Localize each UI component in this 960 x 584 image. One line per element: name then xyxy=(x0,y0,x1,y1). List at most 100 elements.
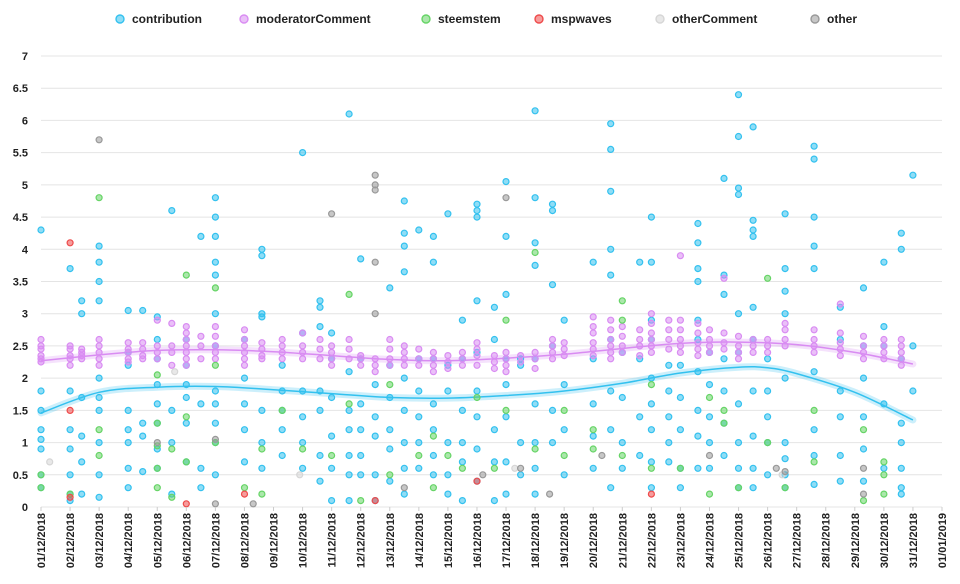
point-contribution xyxy=(749,387,757,395)
point-contribution xyxy=(734,132,743,141)
point-moderatorComment xyxy=(211,323,219,331)
point-moderatorComment xyxy=(139,355,147,363)
point-contribution xyxy=(386,284,394,292)
point-moderatorComment xyxy=(897,342,905,350)
point-steemstem xyxy=(444,451,452,460)
point-moderatorComment xyxy=(299,329,307,337)
point-contribution xyxy=(95,406,103,414)
point-moderatorComment xyxy=(386,361,394,369)
point-contribution xyxy=(316,303,324,311)
point-contribution xyxy=(328,464,336,472)
point-contribution xyxy=(734,91,743,99)
point-contribution xyxy=(357,471,365,479)
point-moderatorComment xyxy=(810,342,818,350)
point-other xyxy=(211,435,219,443)
point-moderatorComment xyxy=(589,352,597,360)
point-contribution xyxy=(647,400,656,408)
point-moderatorComment xyxy=(560,352,568,360)
point-contribution xyxy=(763,471,772,479)
point-contribution xyxy=(357,426,365,434)
point-mspwaves xyxy=(371,497,379,505)
point-contribution xyxy=(694,406,702,414)
point-contribution xyxy=(78,432,86,440)
legend-item-steemstem[interactable]: steemstem xyxy=(421,12,501,26)
point-contribution xyxy=(211,471,219,479)
legend-item-moderatorComment[interactable]: moderatorComment xyxy=(239,12,371,26)
point-contribution xyxy=(258,313,266,321)
point-contribution xyxy=(705,381,714,389)
point-moderatorComment xyxy=(548,348,557,356)
point-moderatorComment xyxy=(589,339,597,347)
point-moderatorComment xyxy=(607,342,615,350)
point-contribution xyxy=(278,451,286,460)
point-other xyxy=(371,258,379,266)
point-steemstem xyxy=(618,316,626,324)
point-steemstem xyxy=(153,419,161,427)
y-tick-label: 1.5 xyxy=(13,405,28,417)
point-contribution xyxy=(618,464,626,472)
point-moderatorComment xyxy=(516,358,525,366)
point-steemstem xyxy=(781,484,789,492)
point-contribution xyxy=(124,306,132,315)
y-tick-label: 2.5 xyxy=(13,341,28,353)
x-tick-label: 09/12/2018 xyxy=(269,513,281,568)
point-contribution xyxy=(182,393,190,402)
point-moderatorComment xyxy=(880,342,888,350)
point-steemstem xyxy=(415,451,423,460)
point-steemstem xyxy=(258,445,266,453)
point-moderatorComment xyxy=(647,342,656,350)
point-contribution xyxy=(153,400,161,408)
point-moderatorComment xyxy=(859,332,868,340)
point-other xyxy=(400,484,408,492)
point-other xyxy=(371,310,379,318)
x-tick-label: 07/12/2018 xyxy=(210,513,222,568)
point-moderatorComment xyxy=(531,355,539,363)
point-contribution xyxy=(490,335,498,344)
point-contribution xyxy=(810,265,818,273)
point-contribution xyxy=(636,413,644,421)
legend-item-mspwaves[interactable]: mspwaves xyxy=(534,12,612,26)
point-steemstem xyxy=(429,484,437,492)
point-contribution xyxy=(345,368,353,376)
point-moderatorComment xyxy=(299,348,307,356)
legend-item-other[interactable]: other xyxy=(810,12,857,26)
point-contribution xyxy=(197,232,205,240)
point-moderatorComment xyxy=(705,326,714,334)
point-contribution xyxy=(897,484,905,492)
x-tick-label: 28/12/2018 xyxy=(821,513,833,568)
point-contribution xyxy=(665,439,673,447)
point-moderatorComment xyxy=(37,358,45,366)
point-contribution xyxy=(897,419,905,427)
point-moderatorComment xyxy=(168,348,176,356)
point-contribution xyxy=(636,258,644,266)
point-steemstem xyxy=(859,426,868,434)
point-contribution xyxy=(516,471,525,479)
legend-item-otherComment[interactable]: otherComment xyxy=(655,12,757,26)
point-contribution xyxy=(444,439,452,447)
point-contribution xyxy=(316,323,324,331)
point-moderatorComment xyxy=(240,361,249,369)
point-steemstem xyxy=(589,445,597,453)
point-other xyxy=(249,500,257,508)
point-mspwaves xyxy=(66,239,74,247)
point-contribution xyxy=(139,419,147,427)
point-moderatorComment xyxy=(618,332,626,340)
point-contribution xyxy=(909,342,917,350)
point-contribution xyxy=(618,439,626,447)
point-moderatorComment xyxy=(607,326,615,334)
point-moderatorComment xyxy=(66,345,74,353)
point-mspwaves xyxy=(66,493,74,501)
point-contribution xyxy=(66,426,74,434)
x-tick-label: 18/12/2018 xyxy=(530,513,542,568)
point-contribution xyxy=(502,381,510,389)
point-contribution xyxy=(415,226,423,234)
legend-item-contribution[interactable]: contribution xyxy=(115,12,202,26)
point-moderatorComment xyxy=(37,345,45,353)
point-moderatorComment xyxy=(720,339,728,347)
point-moderatorComment xyxy=(734,355,743,363)
point-moderatorComment xyxy=(705,348,714,356)
point-steemstem xyxy=(345,400,353,408)
point-contribution xyxy=(66,265,74,273)
point-steemstem xyxy=(278,406,286,414)
point-contribution xyxy=(429,400,437,408)
